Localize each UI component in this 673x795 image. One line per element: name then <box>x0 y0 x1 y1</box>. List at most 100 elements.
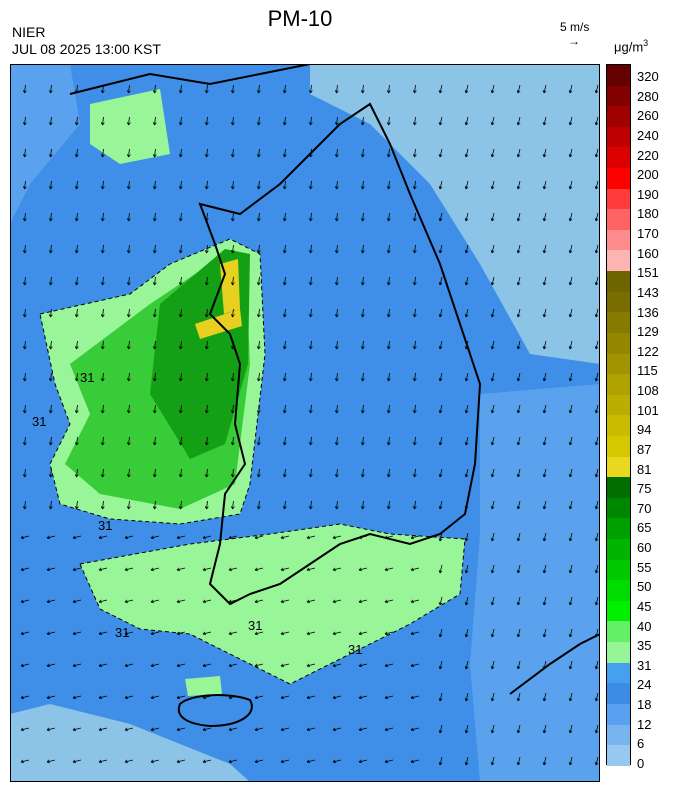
wind-arrow-head <box>516 250 521 254</box>
wind-arrow <box>595 436 599 446</box>
wind-arrow-head <box>360 122 365 126</box>
wind-arrow-head <box>412 378 417 382</box>
wind-arrow <box>128 212 130 222</box>
wind-arrow-head <box>254 535 258 540</box>
wind-arrow <box>254 535 264 539</box>
wind-arrow-head <box>254 727 258 732</box>
scale-label: 136 <box>637 304 659 320</box>
wind-arrow <box>388 212 390 222</box>
wind-arrow <box>414 276 416 286</box>
wind-arrow <box>254 759 264 763</box>
wind-arrow-head <box>150 727 154 732</box>
wind-arrow <box>150 695 160 699</box>
scale-label: 129 <box>637 324 659 340</box>
wind-arrow-head <box>334 282 339 286</box>
wind-arrow <box>98 535 108 539</box>
wind-arrow-head <box>100 314 105 318</box>
wind-arrow-head <box>230 90 235 94</box>
wind-arrow <box>102 372 104 382</box>
wind-arrow <box>24 180 26 190</box>
wind-arrow <box>206 340 208 350</box>
wind-arrow <box>310 404 312 414</box>
wind-arrow <box>362 436 364 446</box>
wind-arrow-head <box>20 663 24 668</box>
wind-arrow-head <box>176 663 180 668</box>
wind-arrow <box>258 500 260 510</box>
wind-arrow-head <box>542 762 547 766</box>
wind-arrow <box>595 564 599 574</box>
south-light-green-band <box>80 524 465 684</box>
wind-arrow <box>595 500 599 510</box>
wind-arrow-head <box>204 186 209 190</box>
wind-arrow <box>465 532 469 542</box>
wind-arrow-head <box>256 154 261 158</box>
wind-arrow <box>362 404 364 414</box>
wind-arrow-head <box>178 186 183 190</box>
wind-arrow-head <box>386 442 391 446</box>
scale-swatch <box>607 147 630 169</box>
wind-arrow <box>202 759 212 763</box>
wind-arrow <box>414 340 416 350</box>
wind-arrow-head <box>410 727 414 732</box>
wind-arrow <box>206 116 208 126</box>
wind-arrow <box>465 724 469 734</box>
wind-arrow-head <box>438 666 443 670</box>
wind-arrow <box>388 148 390 158</box>
wind-arrow <box>336 404 338 414</box>
scale-label: 115 <box>637 363 658 379</box>
wind-arrow <box>20 567 30 571</box>
wind-arrow <box>72 759 82 763</box>
wind-arrow-head <box>516 762 521 766</box>
wind-arrow <box>50 244 52 254</box>
wind-arrow <box>76 148 78 158</box>
wind-arrow-head <box>230 410 235 414</box>
wind-arrow <box>336 84 338 94</box>
wind-arrow-head <box>256 218 261 222</box>
wind-arrow <box>362 372 364 382</box>
wind-arrow-head <box>178 282 183 286</box>
wind-arrow-head <box>176 535 180 540</box>
wind-arrow-head <box>594 570 599 574</box>
wind-arrow <box>543 148 547 158</box>
wind-arrow <box>102 180 104 190</box>
wind-arrow-head <box>412 250 417 254</box>
wind-arrow <box>150 759 160 763</box>
wind-arrow <box>569 308 573 318</box>
wind-arrow <box>46 567 56 571</box>
wind-arrow-head <box>516 538 521 542</box>
wind-arrow <box>284 84 286 94</box>
wind-arrow-head <box>100 186 105 190</box>
wind-arrow-head <box>74 346 79 350</box>
wind-arrow <box>180 276 182 286</box>
wind-arrow-head <box>306 663 310 668</box>
wind-arrow-head <box>490 474 495 478</box>
wind-arrow-head <box>280 663 284 668</box>
wind-arrow-head <box>568 154 573 158</box>
wind-arrow <box>384 663 394 667</box>
northeast-light-sea <box>310 64 600 364</box>
wind-arrow <box>24 244 26 254</box>
wind-arrow-head <box>360 282 365 286</box>
wind-arrow-head <box>48 218 53 222</box>
scale-label: 6 <box>637 736 645 752</box>
scale-label: 143 <box>637 284 659 300</box>
wind-arrow-head <box>20 727 24 732</box>
wind-arrow <box>176 631 186 635</box>
wind-arrow <box>306 663 316 667</box>
wind-arrow <box>358 727 368 731</box>
wind-arrow <box>414 308 416 318</box>
scale-label: 0 <box>637 756 645 771</box>
wind-arrow-head <box>306 599 310 604</box>
wind-arrow-head <box>178 410 183 414</box>
wind-arrow-head <box>280 567 284 572</box>
wind-arrow <box>358 599 368 603</box>
unit-label: μg/m3 <box>614 38 648 54</box>
low-concentration-regions <box>10 64 600 782</box>
wind-arrow-head <box>386 346 391 350</box>
wind-arrow-head <box>280 759 284 764</box>
wind-arrow <box>254 695 264 699</box>
wind-arrow-head <box>490 730 495 734</box>
wind-arrow <box>50 404 52 414</box>
scale-swatch <box>607 353 630 375</box>
wind-arrow-head <box>568 698 573 702</box>
